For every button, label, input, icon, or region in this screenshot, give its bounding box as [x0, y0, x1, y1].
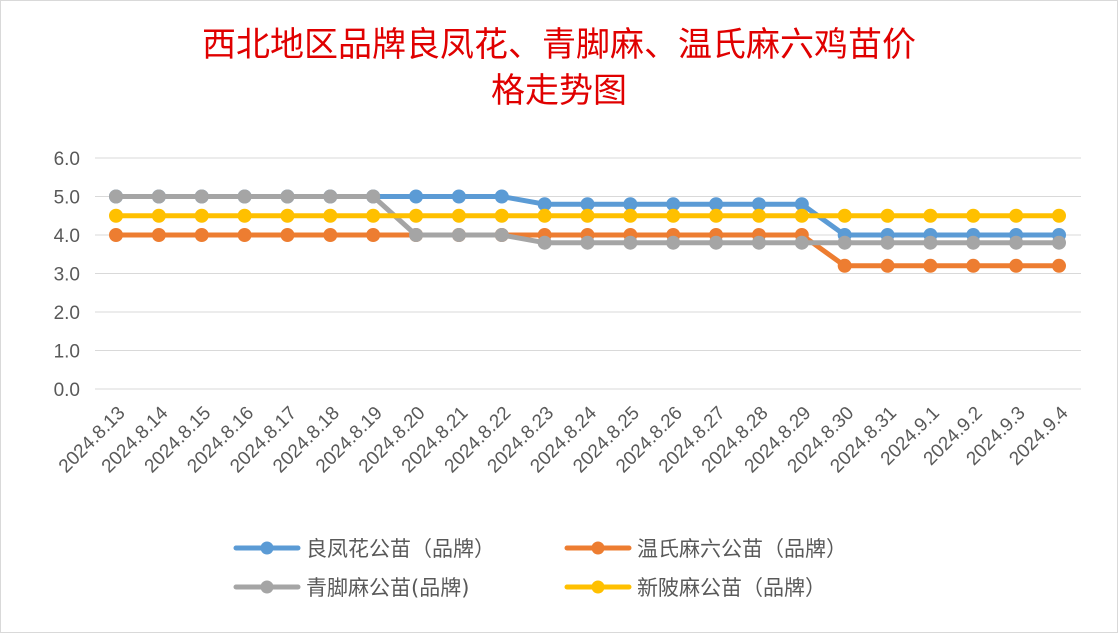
data-point: [666, 208, 681, 223]
data-point: [151, 208, 166, 223]
data-point: [280, 208, 295, 223]
legend-label: 新陂麻公苗（品牌）: [637, 576, 826, 600]
chart-title-line2: 格走势图: [491, 71, 627, 111]
data-point: [494, 189, 509, 204]
data-point: [1009, 258, 1024, 273]
y-tick-label: 4.0: [54, 226, 80, 247]
data-point: [194, 208, 209, 223]
data-point: [323, 228, 338, 242]
data-point: [409, 189, 424, 204]
data-point: [966, 235, 981, 250]
data-point: [280, 228, 295, 242]
data-point: [366, 228, 381, 242]
data-point: [237, 189, 252, 204]
data-point: [151, 189, 166, 204]
data-point: [494, 228, 509, 242]
data-point: [709, 208, 724, 223]
y-tick-label: 2.0: [54, 303, 80, 324]
data-point: [880, 208, 895, 223]
data-point: [794, 235, 809, 250]
data-point: [194, 189, 209, 204]
data-point: [1009, 235, 1024, 250]
data-point: [966, 208, 981, 223]
data-point: [109, 228, 123, 242]
legend-label: 温氏麻六公苗（品牌）: [637, 537, 847, 561]
chart-title: 西北地区品牌良凤花、青脚麻、温氏麻六鸡苗价 格走势图: [0, 22, 1118, 114]
data-point: [409, 228, 424, 242]
data-point: [194, 228, 209, 242]
legend-swatch-marker: [591, 541, 605, 555]
data-point: [537, 235, 552, 250]
legend-swatch-marker: [260, 541, 274, 555]
data-point: [280, 189, 295, 204]
data-point: [837, 258, 852, 273]
data-point: [580, 235, 595, 250]
data-point: [1052, 235, 1066, 250]
legend-label: 青脚麻公苗(品牌): [306, 576, 469, 600]
data-point: [880, 258, 895, 273]
data-point: [837, 208, 852, 223]
y-tick-label: 1.0: [54, 342, 80, 363]
data-point: [709, 235, 724, 250]
data-point: [366, 208, 381, 223]
data-point: [623, 208, 638, 223]
legend-label: 良凤花公苗（品牌）: [306, 537, 495, 561]
data-point: [366, 189, 381, 204]
data-point: [1052, 258, 1066, 273]
data-point: [751, 235, 766, 250]
data-point: [323, 189, 338, 204]
data-point: [751, 208, 766, 223]
data-point: [451, 189, 466, 204]
data-point: [880, 235, 895, 250]
data-point: [451, 228, 466, 242]
data-point: [237, 228, 252, 242]
data-point: [237, 208, 252, 223]
data-point: [537, 208, 552, 223]
data-point: [409, 208, 424, 223]
data-point: [580, 208, 595, 223]
data-point: [666, 235, 681, 250]
data-point: [923, 235, 938, 250]
data-point: [623, 235, 638, 250]
data-point: [1009, 208, 1024, 223]
data-point: [451, 208, 466, 223]
data-point: [923, 208, 938, 223]
data-point: [494, 208, 509, 223]
legend-swatch-marker: [591, 580, 605, 594]
y-tick-label: 5.0: [54, 188, 80, 209]
data-point: [923, 258, 938, 273]
data-point: [794, 208, 809, 223]
data-point: [109, 189, 123, 204]
y-tick-label: 0.0: [54, 380, 80, 401]
data-point: [151, 228, 166, 242]
legend-swatch-marker: [260, 580, 274, 594]
data-point: [1052, 208, 1066, 223]
data-point: [837, 235, 852, 250]
chart-title-line1: 西北地区品牌良凤花、青脚麻、温氏麻六鸡苗价: [202, 25, 916, 65]
y-tick-label: 6.0: [54, 149, 80, 170]
data-point: [323, 208, 338, 223]
y-tick-label: 3.0: [54, 265, 80, 286]
data-point: [966, 258, 981, 273]
data-point: [109, 208, 123, 223]
